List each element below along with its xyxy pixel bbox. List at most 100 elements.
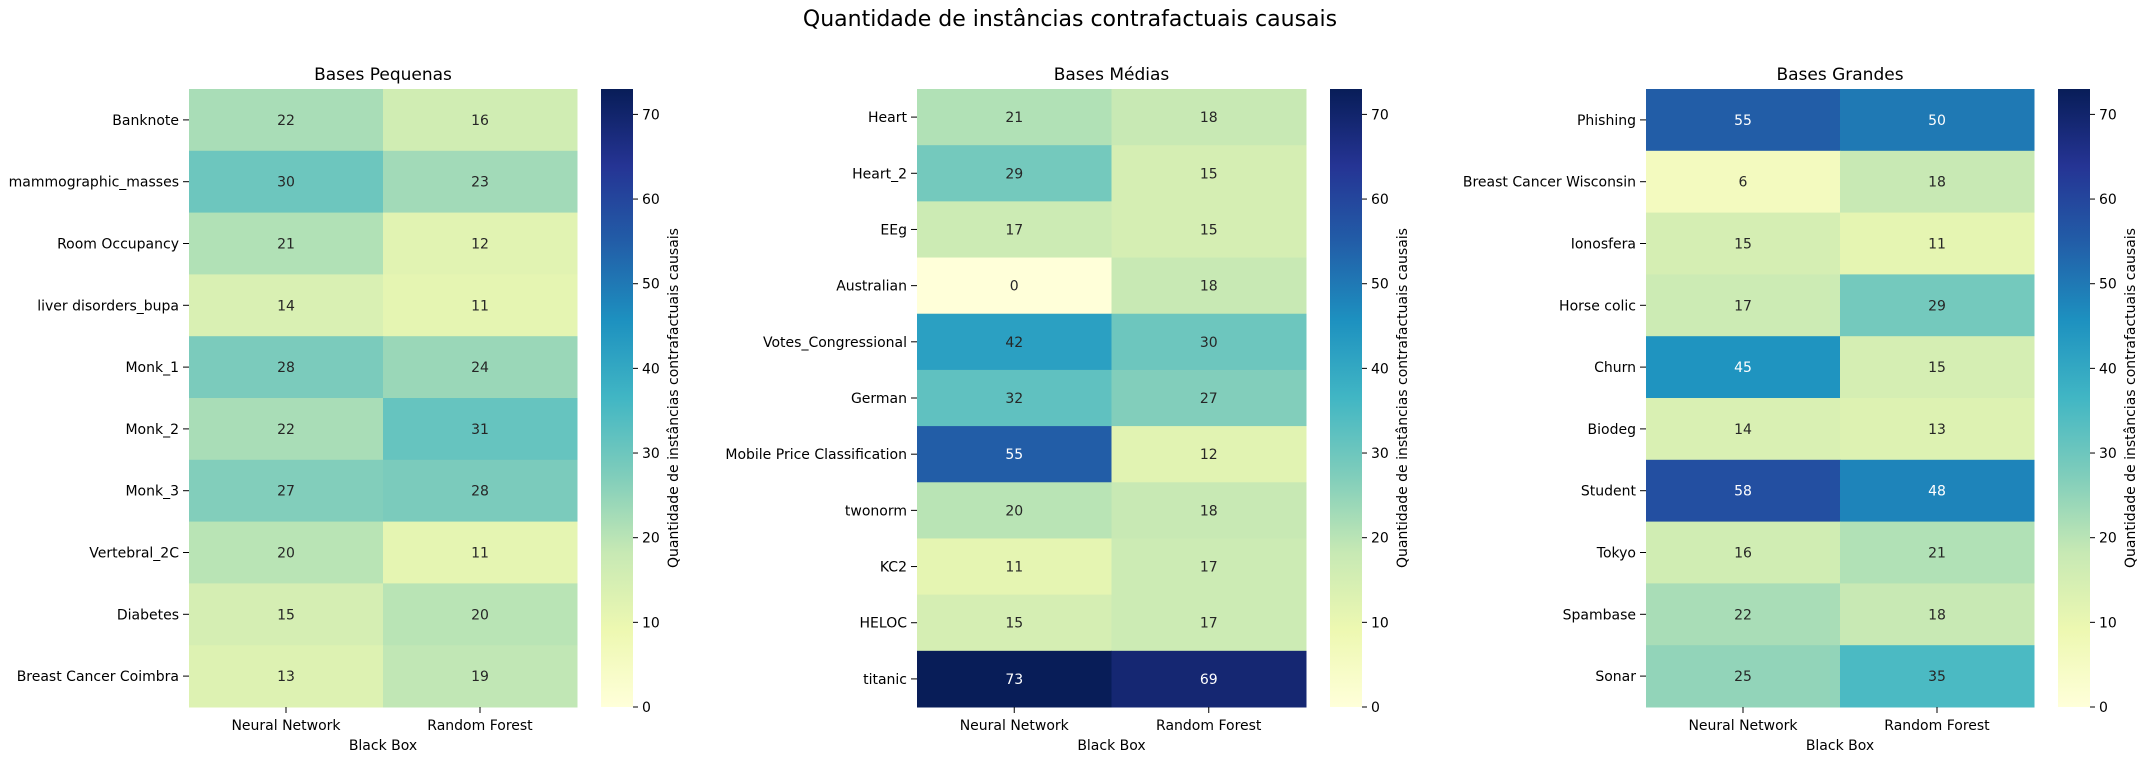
cell-value-label: 31 <box>471 422 489 438</box>
cell-value-label: 25 <box>1734 669 1752 685</box>
row-label: Phishing <box>1577 113 1636 129</box>
heatmap-cell <box>383 398 578 461</box>
heatmap-cell <box>917 313 1112 371</box>
heatmap-cell <box>1840 336 2035 399</box>
heatmap-panel-1: Bases Pequenas 22 16 30 23 21 12 14 11 28 24 22 31 27… <box>9 65 682 754</box>
column-label: Random Forest <box>1156 718 1262 734</box>
row-label: Monk_2 <box>125 422 179 438</box>
heatmap-cell <box>1646 459 1841 523</box>
row-label: KC2 <box>880 560 907 576</box>
column-label: Neural Network <box>960 718 1070 734</box>
cell-value-label: 16 <box>471 113 489 129</box>
colorbar-tick-label: 70 <box>1371 107 1389 123</box>
row-label: Biodeg <box>1588 422 1636 438</box>
x-axis-label: Black Box <box>1077 738 1145 754</box>
heatmap-cell <box>1840 89 2035 152</box>
cell-value-label: 17 <box>1734 298 1752 314</box>
colorbar-tick-label: 70 <box>642 107 660 123</box>
heatmap-cell <box>1840 645 2035 708</box>
cell-value-label: 30 <box>277 175 295 191</box>
cell-value-label: 28 <box>471 484 489 500</box>
colorbar-tick-label: 30 <box>2099 446 2117 462</box>
row-label: Churn <box>1594 360 1636 376</box>
cell-value-label: 21 <box>277 237 295 253</box>
heatmap-cell <box>1646 274 1841 337</box>
heatmap-cell <box>383 336 578 399</box>
cell-value-label: 29 <box>1928 298 1946 314</box>
cell-value-label: 18 <box>1200 110 1218 126</box>
cell-value-label: 45 <box>1734 360 1752 376</box>
row-label: Sonar <box>1595 669 1636 685</box>
colorbar-label: Quantidade de instâncias contrafactuais … <box>1395 228 1411 568</box>
cell-value-label: 20 <box>471 607 489 623</box>
heatmap-cell <box>917 426 1112 483</box>
heatmap-cell <box>1840 398 2035 461</box>
row-label: Monk_3 <box>125 484 179 500</box>
cell-value-label: 20 <box>277 546 295 562</box>
heatmap-cell <box>383 212 578 275</box>
row-label: Diabetes <box>117 607 179 623</box>
cell-value-label: 20 <box>1005 503 1023 519</box>
colorbar <box>1330 89 1362 707</box>
colorbar-tick-label: 30 <box>642 446 660 462</box>
heatmap-cell <box>1840 274 2035 337</box>
cell-value-label: 21 <box>1005 110 1023 126</box>
colorbar-tick-label: 10 <box>2099 615 2117 631</box>
figure-title: Quantidade de instâncias contrafactuais … <box>803 7 1337 32</box>
cell-value-label: 11 <box>1005 560 1023 576</box>
cell-value-label: 55 <box>1734 113 1752 129</box>
cell-value-label: 15 <box>1200 222 1218 238</box>
cell-value-label: 17 <box>1200 560 1218 576</box>
colorbar-tick-label: 40 <box>642 361 660 377</box>
row-label: Heart <box>868 110 907 126</box>
heatmap-cell <box>917 201 1112 259</box>
heatmap-cell <box>189 150 384 214</box>
heatmap-cell <box>917 257 1112 315</box>
heatmap-cell <box>1111 369 1307 427</box>
heatmap-cell <box>189 336 384 399</box>
row-label: Vertebral_2C <box>89 546 179 562</box>
cell-value-label: 22 <box>1734 607 1752 623</box>
cell-value-label: 22 <box>277 422 295 438</box>
cell-value-label: 16 <box>1734 546 1752 562</box>
heatmap-cell <box>1840 150 2035 214</box>
heatmap-cell <box>917 594 1112 652</box>
colorbar-tick-label: 10 <box>642 615 660 631</box>
cell-value-label: 15 <box>1928 360 1946 376</box>
heatmap-cell <box>1646 645 1841 708</box>
row-label: HELOC <box>860 616 908 632</box>
cell-value-label: 55 <box>1005 447 1023 463</box>
row-label: Breast Cancer Wisconsin <box>1463 175 1636 191</box>
heatmap-cell <box>383 274 578 337</box>
colorbar-tick-label: 70 <box>2099 107 2117 123</box>
column-label: Random Forest <box>427 718 533 734</box>
heatmap-cell <box>383 645 578 708</box>
heatmap-cell <box>1111 482 1307 539</box>
colorbar-tick-label: 20 <box>2099 531 2117 547</box>
cell-value-label: 35 <box>1928 669 1946 685</box>
cell-value-label: 11 <box>471 298 489 314</box>
panel-title: Bases Médias <box>1054 65 1170 85</box>
heatmap-cell <box>1840 521 2035 584</box>
colorbar-tick-label: 50 <box>642 277 660 293</box>
cell-value-label: 11 <box>471 546 489 562</box>
heatmap-cell <box>189 645 384 708</box>
cell-value-label: 27 <box>1200 391 1218 407</box>
heatmap-cell <box>1111 145 1307 202</box>
row-label: Heart_2 <box>852 166 907 182</box>
heatmap-cell <box>1646 150 1841 214</box>
heatmap-cell <box>383 459 578 523</box>
heatmap-cell <box>189 212 384 275</box>
cell-value-label: 58 <box>1734 484 1752 500</box>
column-label: Neural Network <box>231 718 341 734</box>
cell-value-label: 32 <box>1005 391 1023 407</box>
heatmap-cell <box>1840 459 2035 523</box>
panel-title: Bases Grandes <box>1776 65 1903 85</box>
cell-value-label: 13 <box>277 669 295 685</box>
heatmap-panel-3: Bases Grandes 55 50 6 18 15 11 17 29 45 15 14 13 58 48… <box>1463 65 2139 754</box>
row-label: EEg <box>880 222 907 238</box>
column-label: Random Forest <box>1884 718 1990 734</box>
row-label: Breast Cancer Coimbra <box>17 669 179 685</box>
colorbar-label: Quantidade de instâncias contrafactuais … <box>2123 228 2139 568</box>
cell-value-label: 27 <box>277 484 295 500</box>
